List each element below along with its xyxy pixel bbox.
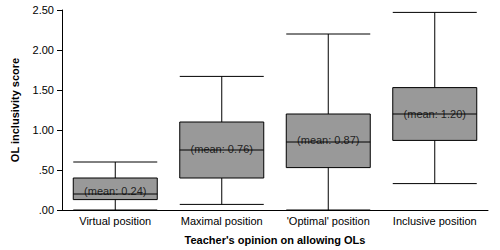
svg-text:1.00: 1.00 — [33, 124, 54, 136]
svg-text:Teacher's opinion on allowing: Teacher's opinion on allowing OLs — [185, 234, 366, 246]
svg-text:Inclusive position: Inclusive position — [393, 215, 477, 227]
svg-text:'Optimal' position: 'Optimal' position — [287, 215, 370, 227]
svg-text:(mean: 0.24): (mean: 0.24) — [84, 185, 146, 197]
svg-text:(mean: 0.76): (mean: 0.76) — [191, 143, 253, 155]
svg-text:Maximal position: Maximal position — [181, 215, 263, 227]
svg-text:.00: .00 — [39, 204, 54, 216]
svg-text:OL inclusivity score: OL inclusivity score — [9, 58, 21, 162]
svg-text:.50: .50 — [39, 164, 54, 176]
svg-text:2.50: 2.50 — [33, 4, 54, 16]
svg-text:1.50: 1.50 — [33, 84, 54, 96]
svg-text:2.00: 2.00 — [33, 44, 54, 56]
svg-text:Virtual position: Virtual position — [79, 215, 151, 227]
svg-text:(mean: 0.87): (mean: 0.87) — [297, 134, 359, 146]
svg-text:(mean: 1.20): (mean: 1.20) — [404, 108, 466, 120]
